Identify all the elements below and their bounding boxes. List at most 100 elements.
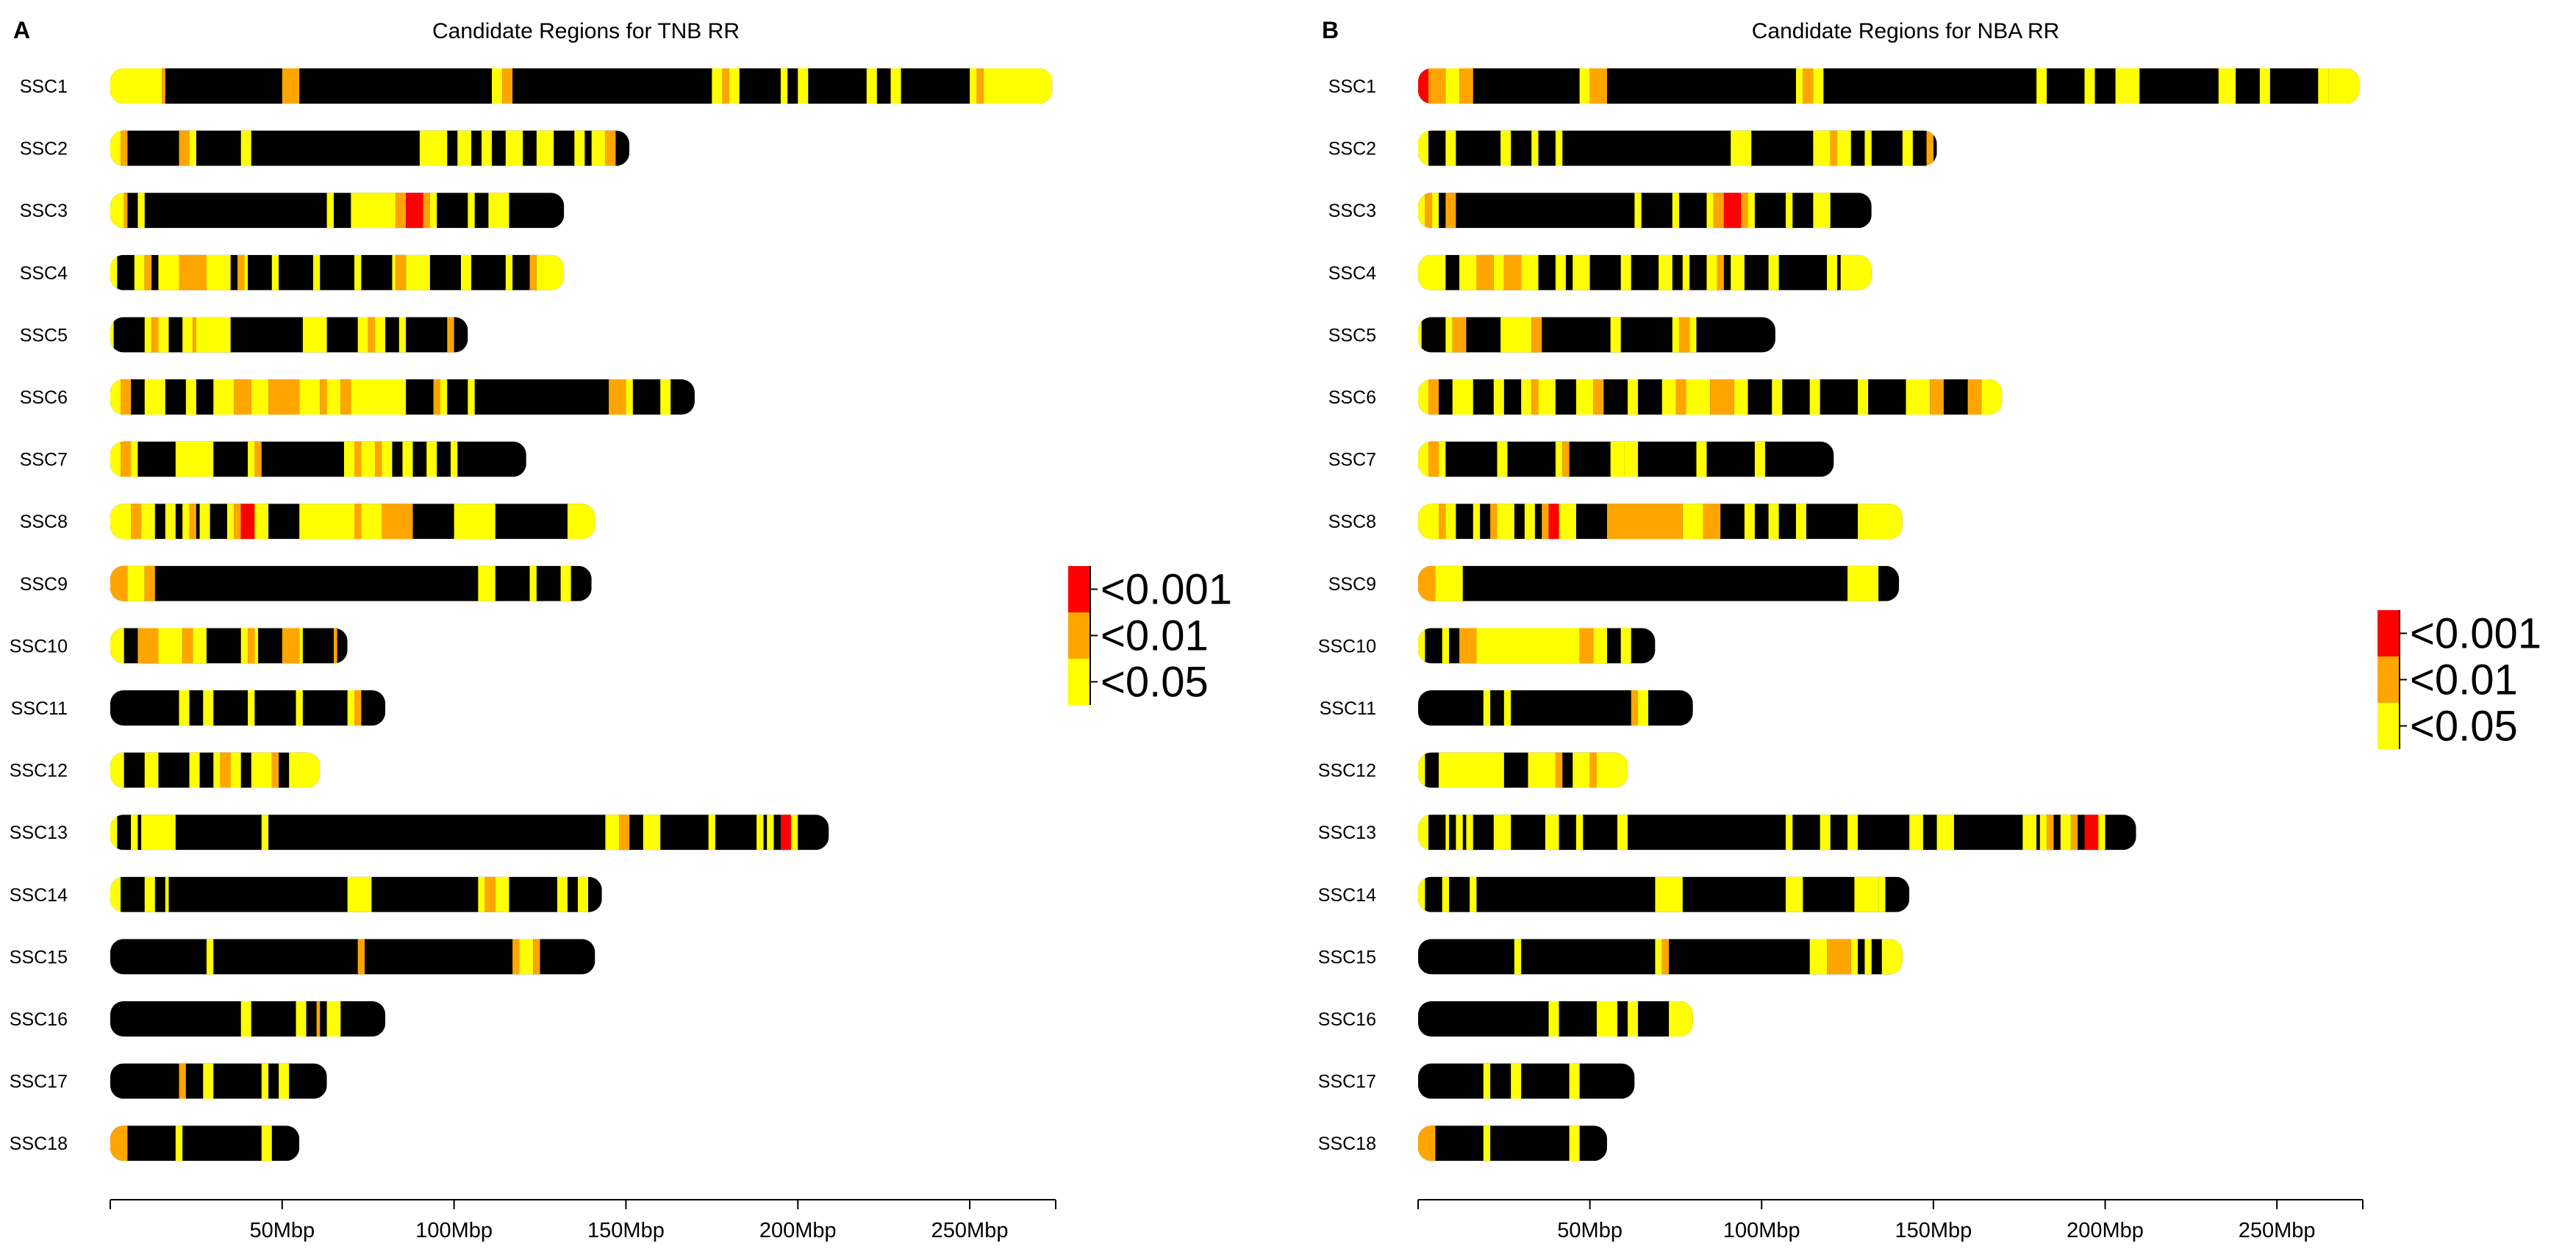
candidate-region	[890, 68, 901, 104]
candidate-region	[577, 876, 589, 912]
candidate-region	[302, 317, 327, 353]
chromosome-row: SSC2	[20, 130, 630, 166]
candidate-region	[121, 379, 132, 415]
candidate-region	[1493, 815, 1511, 851]
chromosome-label: SSC16	[10, 1009, 68, 1030]
candidate-region	[1435, 565, 1463, 601]
candidate-region	[1936, 815, 1954, 851]
candidate-region	[1796, 68, 1803, 104]
candidate-region	[2036, 68, 2047, 104]
candidate-region	[1418, 876, 1425, 912]
candidate-region	[1909, 815, 1923, 851]
candidate-region	[165, 876, 169, 912]
chromosome-row: SSC5	[1328, 317, 1775, 353]
candidate-region	[110, 1125, 128, 1161]
legend-label: <0.05	[2410, 703, 2518, 751]
candidate-region	[2039, 815, 2047, 851]
chromosome-bar	[110, 254, 565, 290]
candidate-region	[533, 939, 540, 975]
candidate-region	[1713, 193, 1724, 229]
chromosome-row: SSC4	[20, 254, 565, 290]
candidate-region	[296, 690, 303, 726]
candidate-region	[1579, 628, 1594, 664]
candidate-region	[574, 130, 585, 166]
candidate-region	[1476, 254, 1494, 290]
candidate-region	[240, 504, 255, 540]
chromosome-bar	[110, 628, 348, 664]
candidate-region	[1466, 815, 1473, 851]
candidate-region	[440, 379, 448, 415]
candidate-region	[1483, 1125, 1491, 1161]
candidate-region	[343, 441, 355, 477]
tick-label: 150Mbp	[587, 1219, 665, 1242]
candidate-region	[529, 565, 537, 601]
candidate-region	[182, 504, 190, 540]
chromosome-label: SSC15	[10, 947, 68, 967]
candidate-region	[1638, 690, 1649, 726]
candidate-region	[798, 68, 809, 104]
candidate-region	[1493, 254, 1504, 290]
candidate-region	[2084, 815, 2099, 851]
candidate-region	[1706, 254, 1717, 290]
candidate-region	[392, 254, 396, 290]
candidate-region	[237, 254, 245, 290]
candidate-region	[144, 254, 152, 290]
candidate-region	[110, 68, 162, 104]
candidate-region	[131, 504, 142, 540]
chromosome-row: SSC16	[1318, 1001, 1693, 1037]
candidate-region	[1686, 379, 1711, 415]
candidate-region	[512, 939, 520, 975]
candidate-region	[144, 752, 159, 788]
candidate-region	[1689, 317, 1697, 353]
tick-label: 50Mbp	[249, 1219, 315, 1242]
chromosome-row: SSC1	[1328, 68, 2360, 104]
chromosome-background	[110, 317, 468, 353]
candidate-region	[1548, 504, 1559, 540]
chromosome-bar	[1418, 1001, 1693, 1037]
candidate-region	[567, 504, 595, 540]
candidate-region	[1902, 130, 1913, 166]
chromosome-row: SSC11	[1320, 690, 1693, 726]
chromosome-label: SSC18	[10, 1134, 68, 1154]
candidate-region	[182, 317, 193, 353]
candidate-region	[1425, 193, 1432, 229]
candidate-region	[1445, 130, 1456, 166]
candidate-region	[450, 441, 458, 477]
chromosome-label: SSC2	[1328, 139, 1376, 160]
chromosome-bar	[1418, 815, 2136, 851]
candidate-region	[110, 130, 121, 166]
candidate-region	[1445, 815, 1450, 851]
candidate-region	[193, 628, 207, 664]
candidate-region	[1573, 752, 1590, 788]
candidate-region	[1809, 379, 1820, 415]
chromosome-row: SSC8	[1328, 504, 1903, 540]
legend: <0.001<0.01<0.05	[1068, 566, 1232, 706]
candidate-region	[296, 1001, 307, 1037]
candidate-region	[1445, 504, 1456, 540]
candidate-region	[165, 504, 176, 540]
candidate-region	[1418, 752, 1425, 788]
candidate-region	[213, 752, 221, 788]
candidate-region	[144, 565, 155, 601]
candidate-region	[261, 815, 269, 851]
candidate-region	[193, 317, 196, 353]
candidate-region	[505, 130, 523, 166]
candidate-region	[780, 815, 791, 851]
candidate-region	[179, 1063, 186, 1099]
candidate-region	[1514, 939, 1522, 975]
candidate-region	[643, 815, 661, 851]
chromosome-row: SSC15	[1318, 939, 1903, 975]
chromosome-bar	[1418, 504, 1903, 540]
candidate-region	[406, 193, 423, 229]
candidate-region	[502, 68, 513, 104]
candidate-region	[268, 379, 300, 415]
candidate-region	[1820, 815, 1831, 851]
candidate-region	[1531, 317, 1542, 353]
chromosome-bar	[110, 504, 595, 540]
candidate-region	[1610, 441, 1625, 477]
candidate-region	[1840, 254, 1872, 290]
chromosome-bar	[1418, 441, 1834, 477]
candidate-region	[1542, 504, 1549, 540]
candidate-region	[254, 504, 269, 540]
candidate-region	[121, 441, 132, 477]
